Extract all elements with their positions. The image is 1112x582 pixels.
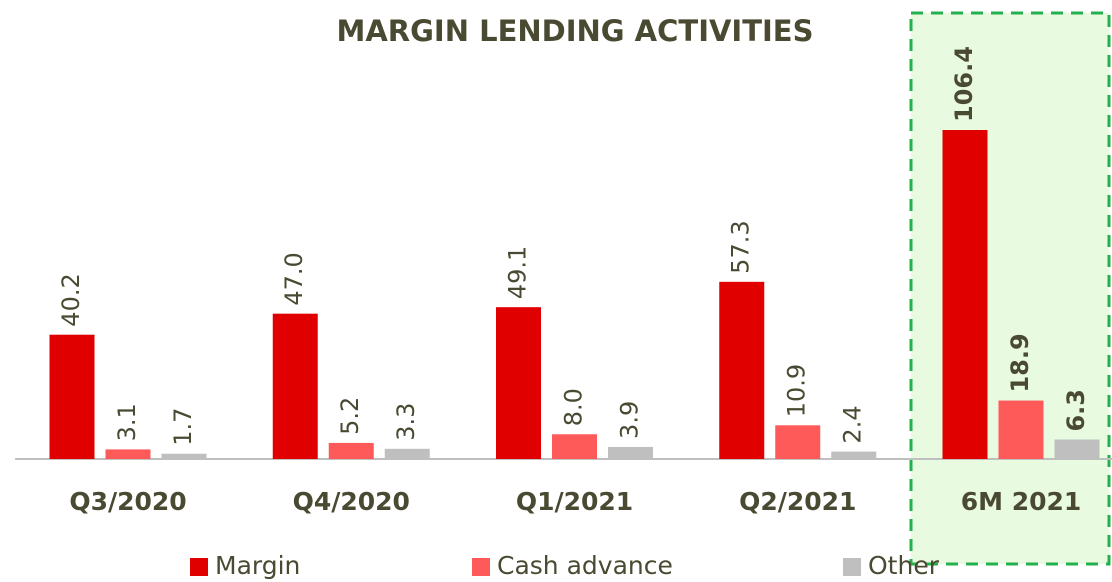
bar	[161, 453, 207, 459]
data-label: 49.1	[504, 246, 532, 299]
x-tick-label: Q3/2020	[69, 487, 186, 516]
bar	[719, 281, 765, 459]
bar	[775, 425, 821, 459]
bar	[1054, 439, 1100, 459]
bar	[272, 313, 318, 459]
chart-title: MARGIN LENDING ACTIVITIES	[337, 14, 814, 48]
bar	[496, 307, 541, 459]
bar	[552, 434, 597, 459]
data-label: 2.4	[839, 405, 867, 443]
bar	[942, 130, 988, 459]
data-label: 47.0	[280, 252, 308, 305]
data-label: 57.3	[727, 220, 755, 273]
legend-label: Cash advance	[497, 551, 673, 580]
legend-swatch	[843, 558, 861, 576]
data-label: 1.7	[169, 408, 197, 446]
bar	[328, 442, 374, 459]
bar	[831, 451, 877, 459]
legend-label: Other	[868, 551, 940, 580]
bar	[49, 334, 95, 459]
bar	[608, 446, 653, 459]
data-label: 3.1	[113, 403, 141, 441]
data-label: 3.3	[392, 403, 420, 441]
data-label: 40.2	[57, 273, 85, 326]
bar	[384, 448, 430, 459]
data-label: 6.3	[1062, 389, 1090, 432]
data-label: 18.9	[1006, 333, 1034, 392]
x-tick-label: Q1/2021	[516, 487, 633, 516]
bar	[105, 449, 151, 459]
bar	[998, 400, 1044, 459]
data-label: 106.4	[950, 46, 978, 122]
x-tick-label: Q4/2020	[293, 487, 410, 516]
data-label: 3.9	[616, 401, 644, 439]
legend-swatch	[472, 558, 490, 576]
legend-label: Margin	[215, 551, 300, 580]
data-label: 10.9	[783, 364, 811, 417]
x-tick-label: 6M 2021	[961, 487, 1082, 516]
x-tick-label: Q2/2021	[739, 487, 856, 516]
data-label: 8.0	[560, 388, 588, 426]
legend-swatch	[190, 558, 208, 576]
data-label: 5.2	[336, 397, 364, 435]
highlight-box	[909, 11, 1111, 566]
